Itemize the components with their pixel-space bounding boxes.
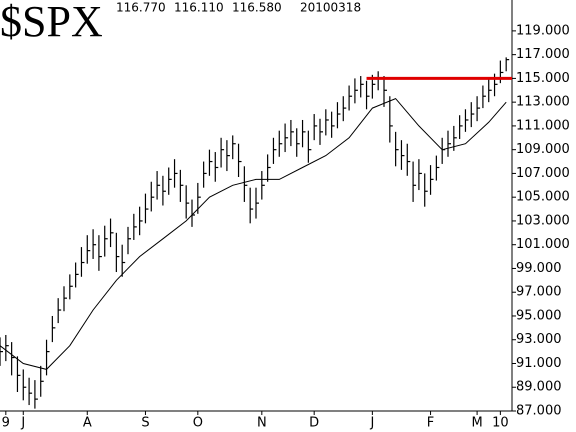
x-tick-label: N bbox=[257, 416, 267, 431]
quote-date: 20100318 bbox=[300, 1, 361, 15]
x-tick-label: A bbox=[83, 416, 92, 431]
y-tick-label: 105.000 bbox=[516, 190, 570, 205]
x-tick-label: F bbox=[427, 416, 434, 431]
y-tick-label: 87.000 bbox=[516, 404, 562, 419]
x-tick-label: J bbox=[369, 416, 374, 431]
quote-close: 116.580 bbox=[232, 1, 282, 15]
y-tick-label: 101.000 bbox=[516, 237, 570, 252]
y-tick-label: 93.000 bbox=[516, 332, 562, 347]
y-tick-label: 91.000 bbox=[516, 356, 562, 371]
x-tick-label: S bbox=[141, 416, 149, 431]
y-tick-label: 117.000 bbox=[516, 47, 570, 62]
x-tick-label: 9 bbox=[2, 416, 10, 431]
chart-title: $SPX bbox=[0, 0, 103, 46]
y-tick-label: 97.000 bbox=[516, 285, 562, 300]
y-tick-label: 111.000 bbox=[516, 118, 570, 133]
x-tick-label: O bbox=[193, 416, 203, 431]
moving-average bbox=[0, 98, 507, 370]
x-tick-label: 10 bbox=[492, 416, 509, 431]
y-tick-label: 109.000 bbox=[516, 142, 570, 157]
x-tick-label: M bbox=[471, 416, 482, 431]
y-tick-label: 115.000 bbox=[516, 71, 570, 86]
quote-high: 116.770 bbox=[116, 1, 166, 15]
y-tick-label: 119.000 bbox=[516, 23, 570, 38]
x-tick-label: J bbox=[20, 416, 25, 431]
y-tick-label: 89.000 bbox=[516, 380, 562, 395]
y-tick-label: 103.000 bbox=[516, 213, 570, 228]
y-tick-label: 107.000 bbox=[516, 166, 570, 181]
x-tick-label: D bbox=[309, 416, 319, 431]
quote-low: 116.110 bbox=[174, 1, 224, 15]
y-tick-label: 99.000 bbox=[516, 261, 562, 276]
y-tick-label: 113.000 bbox=[516, 95, 570, 110]
y-tick-label: 95.000 bbox=[516, 308, 562, 323]
